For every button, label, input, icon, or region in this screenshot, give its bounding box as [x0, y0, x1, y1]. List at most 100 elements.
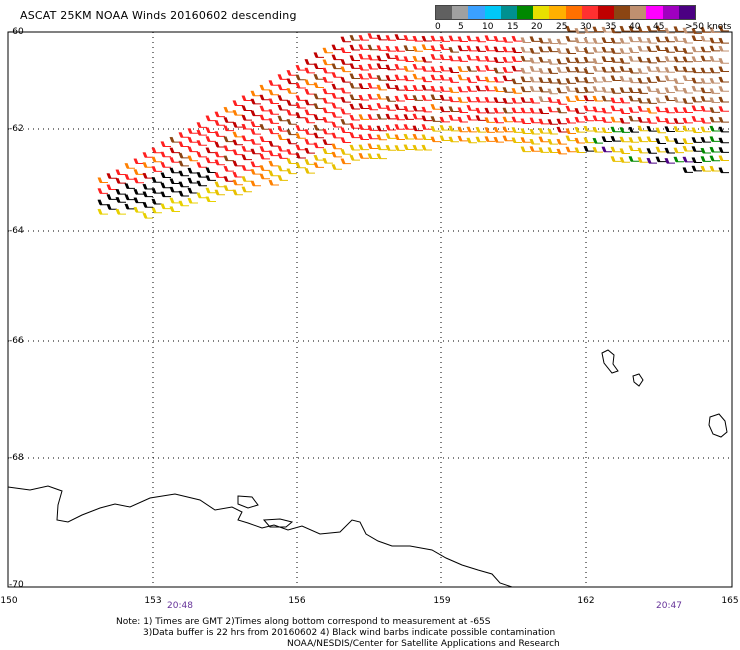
- wind-barb: [286, 158, 297, 164]
- wind-barb: [520, 137, 531, 143]
- wind-barb: [682, 56, 693, 63]
- wind-barb: [655, 156, 666, 163]
- wind-barb: [358, 134, 369, 141]
- wind-barb: [205, 136, 216, 142]
- wind-barb: [520, 86, 531, 93]
- wind-barb: [322, 97, 333, 104]
- wind-barb: [709, 77, 720, 84]
- wind-barb: [583, 95, 594, 102]
- wind-barb: [304, 167, 315, 174]
- wind-barb: [682, 145, 693, 152]
- wind-barb: [331, 121, 342, 128]
- wind-barb: [286, 119, 297, 125]
- wind-barb: [475, 36, 486, 43]
- wind-barb: [403, 105, 414, 112]
- wind-barb: [142, 212, 153, 219]
- wind-barb: [250, 148, 261, 155]
- wind-barb: [142, 172, 153, 179]
- wind-barb: [268, 89, 279, 96]
- wind-barb: [592, 126, 603, 133]
- wind-barb: [313, 154, 324, 161]
- wind-barb: [610, 105, 621, 112]
- wind-barb: [376, 84, 387, 91]
- wind-barb: [169, 167, 180, 174]
- wind-barb: [502, 126, 513, 133]
- wind-barb: [529, 36, 540, 42]
- wind-barb: [718, 167, 729, 174]
- wind-barb: [583, 47, 594, 54]
- wind-barb: [637, 45, 648, 52]
- legend-tick: >50 knots: [685, 22, 732, 32]
- wind-barb: [601, 136, 612, 142]
- wind-barb: [214, 120, 225, 126]
- wind-barb: [412, 55, 423, 62]
- wind-barb: [637, 88, 648, 94]
- wind-barb: [700, 156, 711, 162]
- wind-barb: [115, 169, 126, 176]
- wind-barb: [322, 59, 333, 66]
- lon-label: 165: [721, 596, 739, 606]
- wind-barb: [502, 116, 513, 123]
- wind-barb: [718, 96, 729, 103]
- wind-barb: [574, 57, 585, 64]
- wind-barb: [268, 109, 279, 115]
- wind-barb: [232, 179, 243, 186]
- wind-barb: [97, 208, 108, 215]
- wind-barb: [718, 86, 729, 92]
- wind-barb: [340, 96, 351, 103]
- wind-barb: [430, 136, 441, 143]
- wind-barb: [493, 97, 504, 103]
- wind-barb: [250, 161, 261, 168]
- wind-barb: [313, 103, 324, 109]
- wind-barb: [691, 157, 702, 163]
- legend-tick: 20: [531, 22, 543, 32]
- wind-barb: [529, 76, 540, 83]
- wind-barbs: [97, 25, 729, 219]
- wind-barb: [349, 154, 360, 161]
- wind-barb: [268, 160, 279, 167]
- wind-barb: [331, 92, 342, 99]
- wind-barb: [367, 73, 378, 79]
- wind-barb: [331, 54, 342, 61]
- wind-barb: [124, 163, 135, 169]
- wind-barb: [538, 96, 549, 102]
- wind-barb: [367, 93, 378, 100]
- wind-barb: [583, 105, 594, 112]
- wind-barb: [178, 190, 189, 197]
- lon-label: 150: [0, 596, 18, 606]
- wind-barb: [682, 156, 693, 163]
- wind-barb: [385, 133, 396, 139]
- wind-barb: [673, 26, 684, 32]
- wind-barb: [637, 77, 648, 84]
- wind-barb: [349, 94, 360, 101]
- wind-barb: [394, 145, 405, 151]
- wind-barb: [601, 76, 612, 83]
- wind-barb: [340, 47, 351, 54]
- wind-barb: [295, 64, 306, 71]
- wind-barb: [304, 117, 315, 124]
- wind-barb: [286, 88, 297, 94]
- wind-barb: [295, 125, 306, 131]
- wind-barb: [142, 183, 153, 190]
- wind-barb: [565, 135, 576, 142]
- wind-barb: [169, 197, 180, 204]
- wind-barb: [655, 138, 666, 144]
- wind-barb: [682, 37, 693, 44]
- wind-barb: [457, 36, 468, 43]
- wind-barb: [349, 114, 360, 121]
- legend-tick: 25: [556, 22, 568, 32]
- legend-swatch: [484, 6, 501, 19]
- wind-barb: [358, 83, 369, 89]
- wind-barb: [619, 75, 630, 82]
- wind-barb: [601, 95, 612, 102]
- legend-swatch: [436, 6, 453, 19]
- wind-barb: [592, 106, 603, 113]
- wind-barb: [610, 126, 621, 133]
- wind-barb: [214, 111, 225, 118]
- wind-barb: [583, 56, 594, 63]
- wind-barb: [160, 151, 171, 158]
- wind-barb: [637, 125, 648, 132]
- wind-barb: [349, 63, 360, 69]
- wind-barb: [592, 95, 603, 102]
- wind-barb: [592, 38, 603, 44]
